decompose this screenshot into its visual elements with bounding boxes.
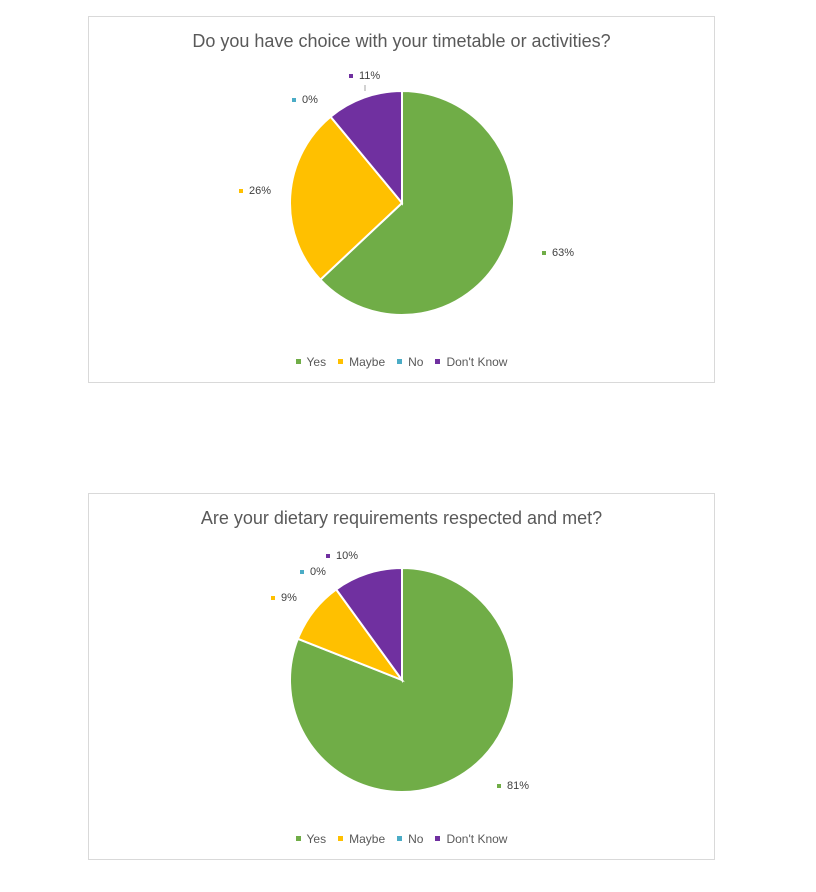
- legend-swatch: [435, 359, 441, 365]
- data-label: 9%: [281, 592, 297, 604]
- pie-slice-maybe: [289, 115, 404, 282]
- data-label: 26%: [249, 185, 271, 197]
- chart-title: Are your dietary requirements respected …: [200, 508, 603, 528]
- legend-swatch: [397, 359, 403, 365]
- legend-label: No: [408, 355, 424, 369]
- data-label-marker: [292, 98, 296, 102]
- legend-swatch: [295, 359, 301, 365]
- data-label-marker: [542, 251, 546, 255]
- pie-slice-don-t-know: [334, 566, 403, 684]
- data-label-marker: [300, 570, 304, 574]
- data-label-marker: [326, 554, 330, 558]
- legend-label: No: [408, 832, 424, 846]
- data-label-marker: [497, 784, 501, 788]
- legend-item: Maybe: [338, 355, 385, 369]
- legend-label: Don't Know: [446, 832, 508, 846]
- legend-item: Yes: [295, 355, 327, 369]
- legend-item: Maybe: [338, 832, 385, 846]
- data-label: 11%: [359, 70, 380, 82]
- data-label: 81%: [507, 780, 529, 792]
- data-label: 10%: [336, 550, 358, 562]
- legend-swatch: [397, 836, 403, 842]
- data-label-marker: [271, 596, 275, 600]
- chart-title: Do you have choice with your timetable o…: [192, 31, 611, 51]
- legend-label: Yes: [306, 355, 327, 369]
- legend: Yes Maybe No Don't Know: [89, 355, 714, 369]
- data-label-marker: [239, 189, 243, 193]
- legend-item: No: [397, 355, 423, 369]
- legend-item: Don't Know: [435, 832, 507, 846]
- data-label: 0%: [302, 94, 318, 106]
- chart-1: Do you have choice with your timetable o…: [88, 16, 715, 383]
- legend-label: Maybe: [349, 355, 386, 369]
- chart-2: Are your dietary requirements respected …: [88, 493, 715, 860]
- legend-item: Don't Know: [435, 355, 507, 369]
- legend-label: Yes: [306, 832, 327, 846]
- legend-label: Don't Know: [446, 355, 508, 369]
- data-label: 0%: [310, 566, 326, 578]
- legend-swatch: [338, 359, 344, 365]
- legend-swatch: [295, 836, 301, 842]
- data-label-marker: [349, 74, 353, 78]
- pie-slice-yes: [318, 89, 515, 316]
- legend-item: No: [397, 832, 423, 846]
- legend-swatch: [338, 836, 344, 842]
- legend-swatch: [435, 836, 441, 842]
- legend-label: Maybe: [349, 832, 386, 846]
- legend: Yes Maybe No Don't Know: [89, 832, 714, 846]
- data-label: 63%: [552, 247, 574, 259]
- legend-item: Yes: [295, 832, 327, 846]
- pie-chart: 63% 26% 0% 11%: [239, 70, 574, 316]
- pie-chart: 81% 9% 0% 10%: [271, 550, 529, 793]
- pie-slice-don-t-know: [329, 89, 403, 206]
